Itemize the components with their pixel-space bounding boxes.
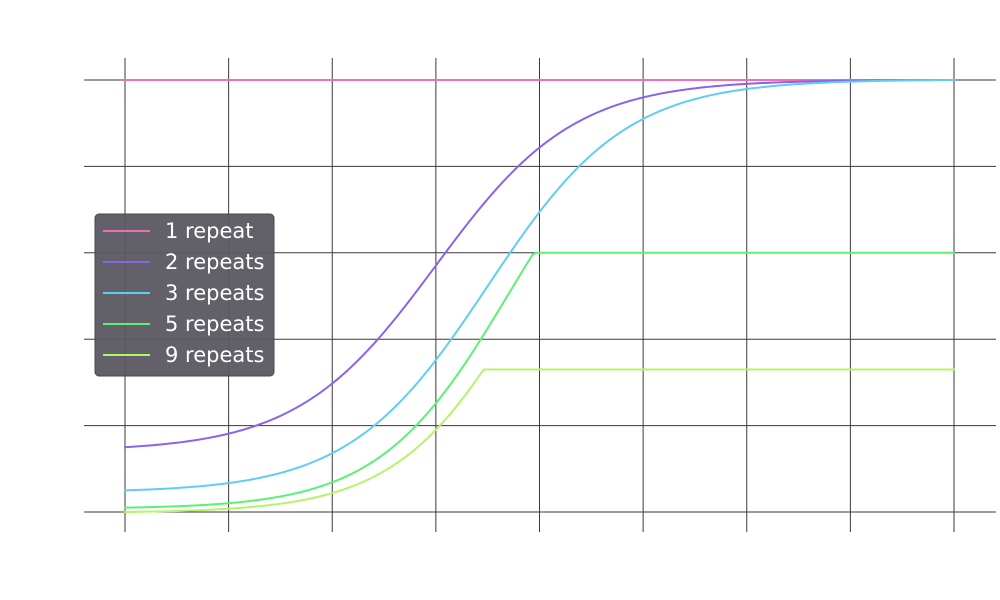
legend-box xyxy=(94,213,275,377)
series-lines xyxy=(124,79,955,513)
legend-label-1: 1 repeat xyxy=(165,219,253,243)
legend-label-2: 2 repeats xyxy=(165,250,264,274)
series-line-2 xyxy=(124,79,955,449)
legend-label-5: 9 repeats xyxy=(165,343,264,367)
legend-label-4: 5 repeats xyxy=(165,312,264,336)
series-line-5 xyxy=(124,368,955,513)
legend-label-3: 3 repeats xyxy=(165,281,264,305)
series-line-3 xyxy=(124,79,955,492)
series-line-4 xyxy=(124,251,955,509)
legend: 1 repeat 2 repeats 3 repeats 5 repeats 9 rep… xyxy=(94,213,275,377)
